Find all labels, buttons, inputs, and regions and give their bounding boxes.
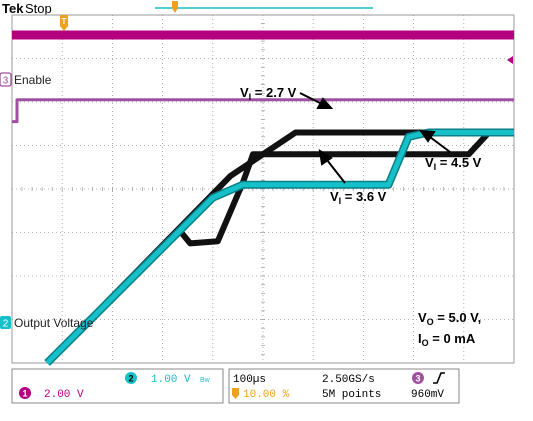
ch2-marker[interactable]: 2 [0,316,11,330]
trigger-position[interactable]: 10.00 % [243,389,290,401]
svg-text:T: T [62,17,67,26]
ch2-bandwidth-icon: Bw [200,377,211,384]
ch1-offset-arrow-icon[interactable] [507,56,513,64]
ch2-label: Output Voltage [14,316,94,330]
arrow-head-vi-4-5 [418,129,436,143]
trigger-position-marker-top[interactable] [172,1,178,13]
annotation-output-voltage: VO = 5.0 V, [418,310,481,327]
ch2-scale[interactable]: 1.00 V [151,374,191,386]
ch1-badge[interactable] [19,387,31,399]
ch2-number: 2 [3,319,9,330]
arrow-vi-2-7 [299,92,323,105]
annotation-vi-4-5: VI = 4.5 V [425,155,482,172]
record-length[interactable]: 5M points [322,389,381,401]
vertical-settings-panel [11,368,224,404]
sample-rate: 2.50GS/s [322,374,375,386]
ch1-badge-number: 1 [22,389,27,399]
trigger-position-icon [232,388,239,399]
trigger-level[interactable]: 960mV [411,389,444,401]
ch2-badge-number: 2 [128,374,133,384]
annotation-vi-2-7: VI = 2.7 V [240,85,297,102]
arrow-vi-4-5 [429,136,451,153]
ch3-marker[interactable]: 3 [0,72,12,87]
trigger-source-number: 3 [415,374,420,384]
acquisition-state: Stop [25,1,52,16]
ch1-scale[interactable]: 2.00 V [44,389,84,401]
arrow-vi-3-6 [326,159,346,184]
arrow-head-vi-2-7 [316,97,334,109]
arrow-head-vi-3-6 [318,148,333,166]
rising-edge-icon [433,372,445,384]
ch3-label: Enable [14,73,52,87]
trigger-marker[interactable]: T [60,15,68,31]
annotation-output-current: IO = 0 mA [418,331,476,348]
trigger-source-badge[interactable] [412,372,424,384]
annotation-arrows [299,92,451,184]
ch2-badge[interactable] [125,372,137,384]
annotation-vi-3-6: VI = 3.6 V [330,189,387,206]
ch3-number: 3 [3,76,9,87]
timebase[interactable]: 100µs [233,374,266,386]
status-bar: 2 1.00 V Bw 1 2.00 V 100µs 2.50GS/s 10.0… [11,368,460,404]
trace-ch3-enable [12,98,514,124]
brand-label: Tek [2,1,24,16]
